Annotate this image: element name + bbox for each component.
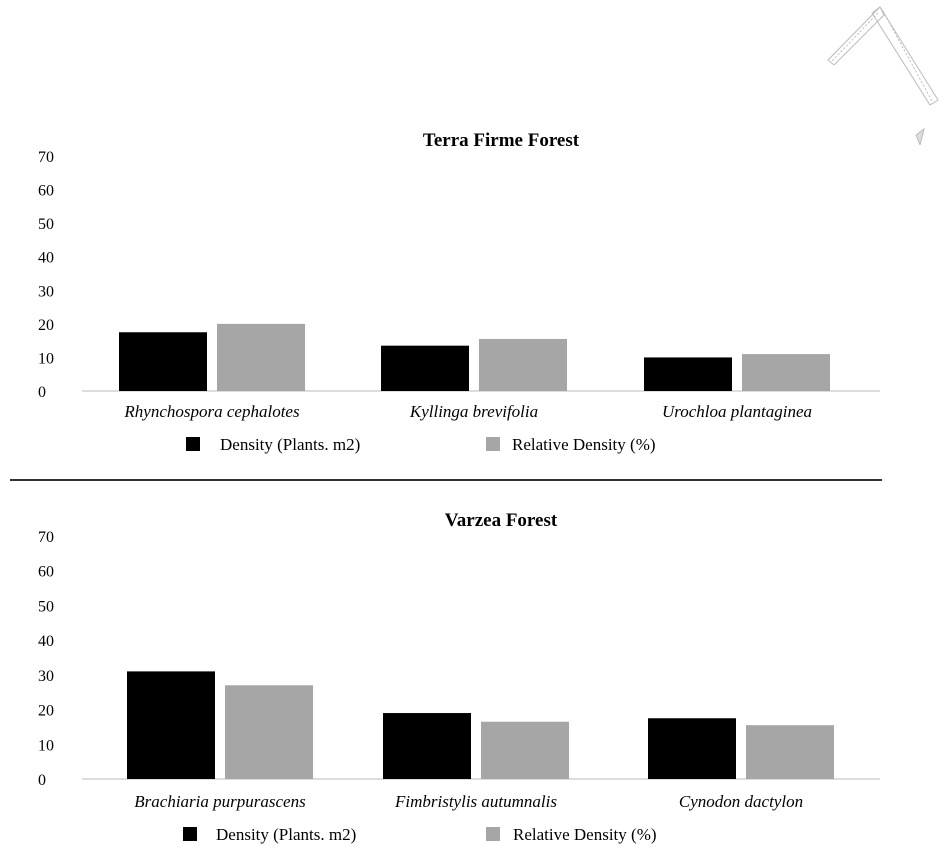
legend-swatch-density — [186, 437, 200, 451]
y-tick-label: 50 — [38, 598, 54, 615]
x-category-label: Cynodon dactylon — [679, 792, 803, 811]
chart-title: Varzea Forest — [445, 510, 558, 531]
y-tick-label: 50 — [38, 216, 54, 233]
bar-relative-density — [479, 338, 567, 391]
y-tick-label: 40 — [38, 250, 54, 267]
y-tick-label: 0 — [38, 772, 46, 789]
y-tick-label: 10 — [38, 350, 54, 367]
bar-density — [644, 357, 732, 391]
bar-relative-density — [217, 323, 305, 391]
y-tick-label: 70 — [38, 529, 54, 546]
y-tick-label: 10 — [38, 737, 54, 754]
bar-relative-density — [742, 354, 830, 391]
bar-relative-density — [746, 725, 834, 779]
legend-swatch-density — [183, 827, 197, 841]
bar-density — [381, 345, 469, 391]
bar-density — [648, 718, 736, 779]
x-category-label: Urochloa plantaginea — [662, 402, 812, 421]
y-tick-label: 20 — [38, 703, 54, 720]
bar-density — [383, 713, 471, 779]
legend-swatch-relative-density — [486, 437, 500, 451]
bar-density — [127, 671, 215, 779]
chart-terra-firme: Terra Firme Forest 0 10 20 30 40 50 60 70 Rhyncho… — [38, 130, 880, 454]
legend-label-density: Density (Plants. m2) — [216, 825, 356, 844]
x-category-label: Rhynchospora cephalotes — [123, 402, 300, 421]
bar-relative-density — [481, 721, 569, 779]
watermark-logo — [827, 6, 939, 145]
bar-density — [119, 332, 207, 391]
bar-relative-density — [225, 685, 313, 779]
y-tick-label: 40 — [38, 633, 54, 650]
y-tick-label: 60 — [38, 564, 54, 581]
x-category-label: Kyllinga brevifolia — [409, 402, 538, 421]
y-tick-label: 30 — [38, 668, 54, 685]
y-tick-label: 20 — [38, 317, 54, 334]
y-tick-label: 60 — [38, 183, 54, 200]
chart-title: Terra Firme Forest — [423, 130, 580, 151]
y-tick-label: 70 — [38, 149, 54, 166]
x-category-label: Fimbristylis autumnalis — [394, 792, 557, 811]
legend-label-density: Density (Plants. m2) — [220, 435, 360, 454]
y-tick-label: 30 — [38, 283, 54, 300]
legend-label-relative-density: Relative Density (%) — [513, 825, 657, 844]
legend-label-relative-density: Relative Density (%) — [512, 435, 656, 454]
y-tick-label: 0 — [38, 384, 46, 401]
legend-swatch-relative-density — [486, 827, 500, 841]
chart-varzea: Varzea Forest 0 10 20 30 40 50 60 70 Brachiaria p… — [38, 510, 880, 844]
x-category-label: Brachiaria purpurascens — [134, 792, 306, 811]
